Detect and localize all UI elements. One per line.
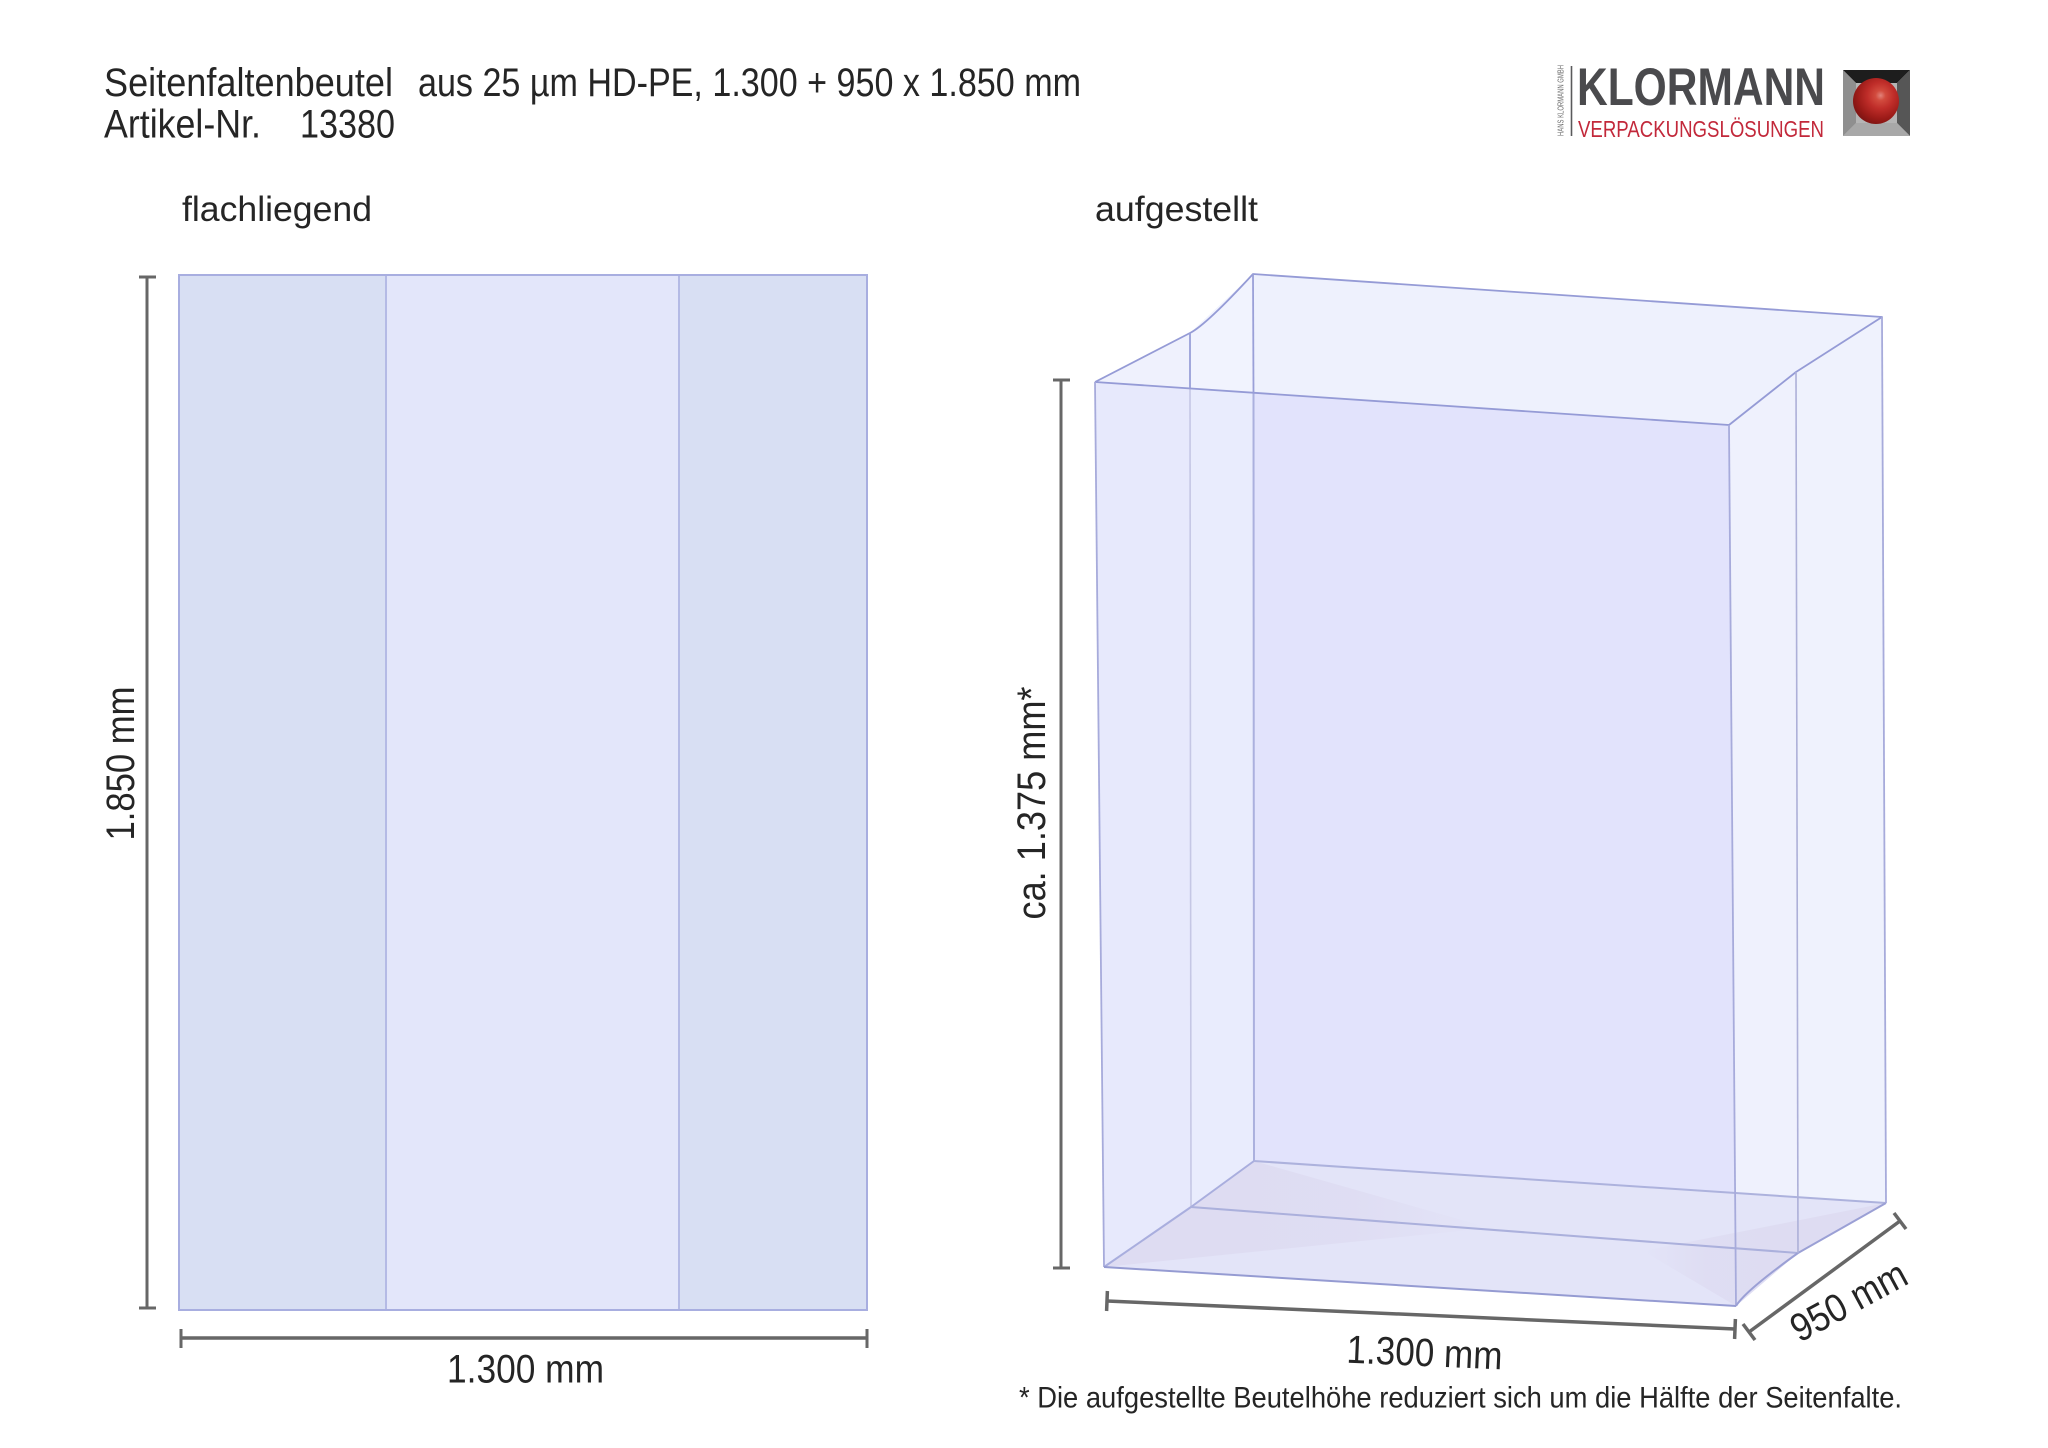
svg-text:ca. 1.375 mm*: ca. 1.375 mm* xyxy=(1010,687,1054,920)
svg-text:13380: 13380 xyxy=(300,103,395,147)
svg-text:1.850 mm: 1.850 mm xyxy=(99,687,143,841)
svg-text:VERPACKUNGSLÖSUNGEN: VERPACKUNGSLÖSUNGEN xyxy=(1578,116,1824,142)
svg-text:HANS KLORMANN GMBH: HANS KLORMANN GMBH xyxy=(1556,65,1566,136)
svg-text:1.300 mm: 1.300 mm xyxy=(1346,1328,1504,1379)
svg-text:1.300 mm: 1.300 mm xyxy=(447,1348,604,1392)
svg-text:Seitenfaltenbeutel: Seitenfaltenbeutel xyxy=(104,61,393,105)
svg-text:flachliegend: flachliegend xyxy=(182,190,372,229)
svg-text:Artikel-Nr.: Artikel-Nr. xyxy=(104,103,261,147)
svg-text:* Die aufgestellte Beutelhöhe: * Die aufgestellte Beutelhöhe reduziert … xyxy=(1019,1382,1902,1415)
svg-text:950 mm: 950 mm xyxy=(1783,1252,1915,1351)
svg-text:aus 25 µm HD-PE, 1.300 + 950 x: aus 25 µm HD-PE, 1.300 + 950 x 1.850 mm xyxy=(418,61,1081,105)
svg-text:aufgestellt: aufgestellt xyxy=(1095,190,1258,229)
svg-text:KLORMANN: KLORMANN xyxy=(1577,58,1825,117)
